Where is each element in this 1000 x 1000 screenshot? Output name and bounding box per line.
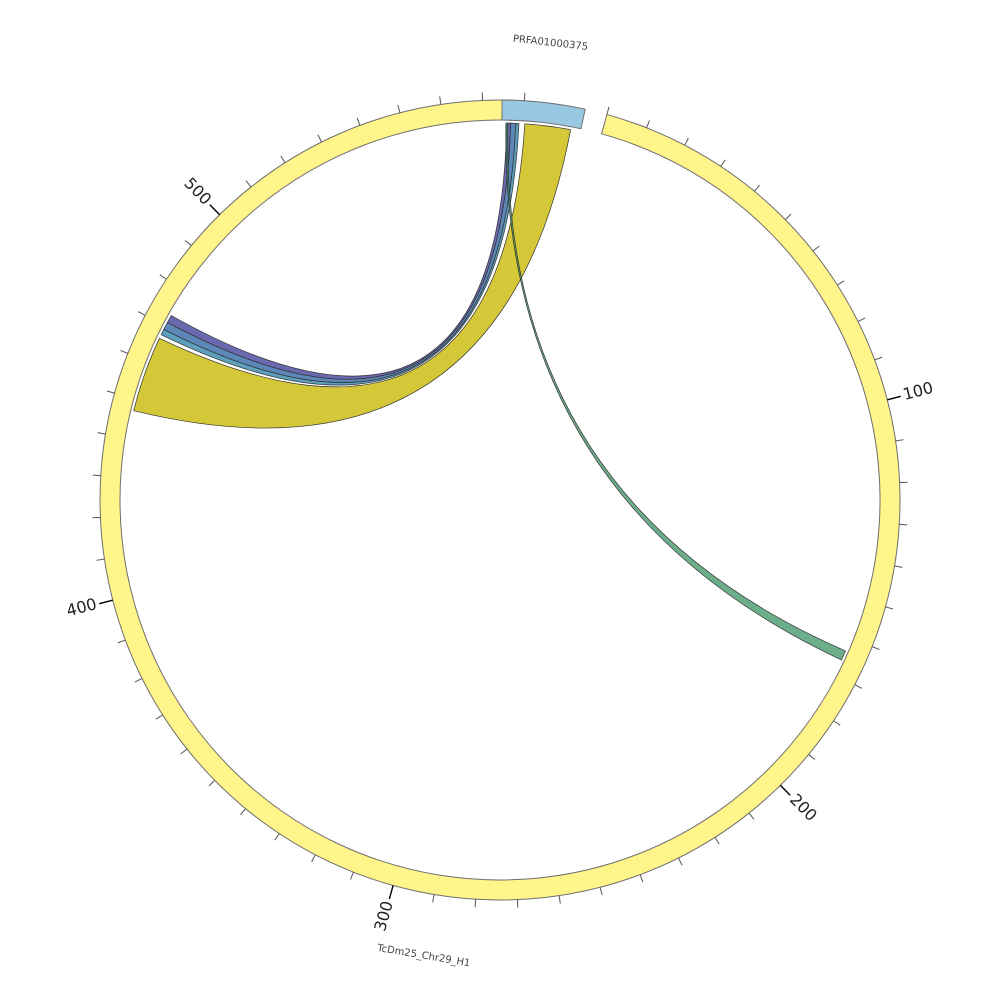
minor-tick	[639, 874, 644, 883]
minor-tick	[208, 780, 216, 787]
minor-tick	[558, 895, 561, 904]
minor-tick	[646, 120, 650, 129]
minor-tick	[599, 887, 603, 896]
segments-layer	[99, 99, 901, 901]
minor-tick	[808, 754, 816, 760]
minor-tick	[871, 646, 880, 650]
minor-tick	[356, 117, 361, 126]
minor-tick	[874, 356, 883, 361]
minor-tick	[895, 439, 904, 442]
minor-tick	[120, 350, 129, 354]
segment-label-prfa: PRFA01000375	[512, 34, 588, 53]
minor-tick	[854, 684, 863, 689]
minor-tick	[678, 857, 683, 866]
minor-tick	[137, 311, 146, 316]
minor-tick	[857, 317, 866, 322]
major-tick	[887, 395, 901, 401]
major-tick	[779, 784, 791, 796]
major-tick	[99, 599, 113, 605]
tick-label-500: 500	[180, 174, 215, 209]
minor-tick	[96, 558, 105, 561]
minor-tick	[812, 245, 820, 252]
major-tick	[388, 885, 394, 900]
link-ribbon-4	[133, 123, 572, 429]
minor-tick	[180, 748, 188, 755]
tick-label-300: 300	[370, 899, 396, 934]
minor-tick	[784, 213, 792, 220]
minor-tick	[833, 720, 841, 726]
minor-tick	[245, 180, 252, 188]
major-tick	[209, 204, 221, 216]
tick-label-100: 100	[901, 378, 935, 404]
minor-tick	[311, 854, 316, 863]
minor-tick	[350, 871, 354, 880]
segment-prfa	[501, 99, 586, 130]
minor-tick	[274, 833, 280, 841]
minor-tick	[240, 808, 246, 816]
minor-tick	[97, 432, 106, 435]
links-layer	[133, 122, 846, 661]
tick-label-200: 200	[786, 790, 821, 825]
minor-tick	[184, 240, 192, 246]
minor-tick	[159, 274, 167, 280]
minor-tick	[134, 678, 143, 683]
minor-tick	[885, 606, 894, 610]
minor-tick	[894, 565, 903, 568]
minor-tick	[397, 104, 401, 113]
link-ribbon-3	[160, 122, 520, 386]
minor-tick	[317, 134, 322, 143]
link-ribbon-5	[505, 122, 846, 661]
tick-label-400: 400	[64, 594, 98, 620]
minor-tick	[837, 280, 845, 286]
minor-tick	[280, 155, 286, 163]
minor-tick	[748, 812, 755, 820]
minor-tick	[439, 96, 442, 105]
segment-label-chr29: TcDm25_Chr29_H1	[375, 943, 471, 970]
minor-tick	[432, 894, 435, 903]
minor-tick	[117, 639, 126, 644]
minor-tick	[720, 159, 726, 167]
minor-tick	[106, 390, 115, 394]
minor-tick	[606, 106, 610, 115]
minor-tick	[754, 184, 760, 192]
minor-tick	[155, 714, 163, 720]
minor-tick	[684, 137, 689, 146]
minor-tick	[714, 837, 720, 845]
